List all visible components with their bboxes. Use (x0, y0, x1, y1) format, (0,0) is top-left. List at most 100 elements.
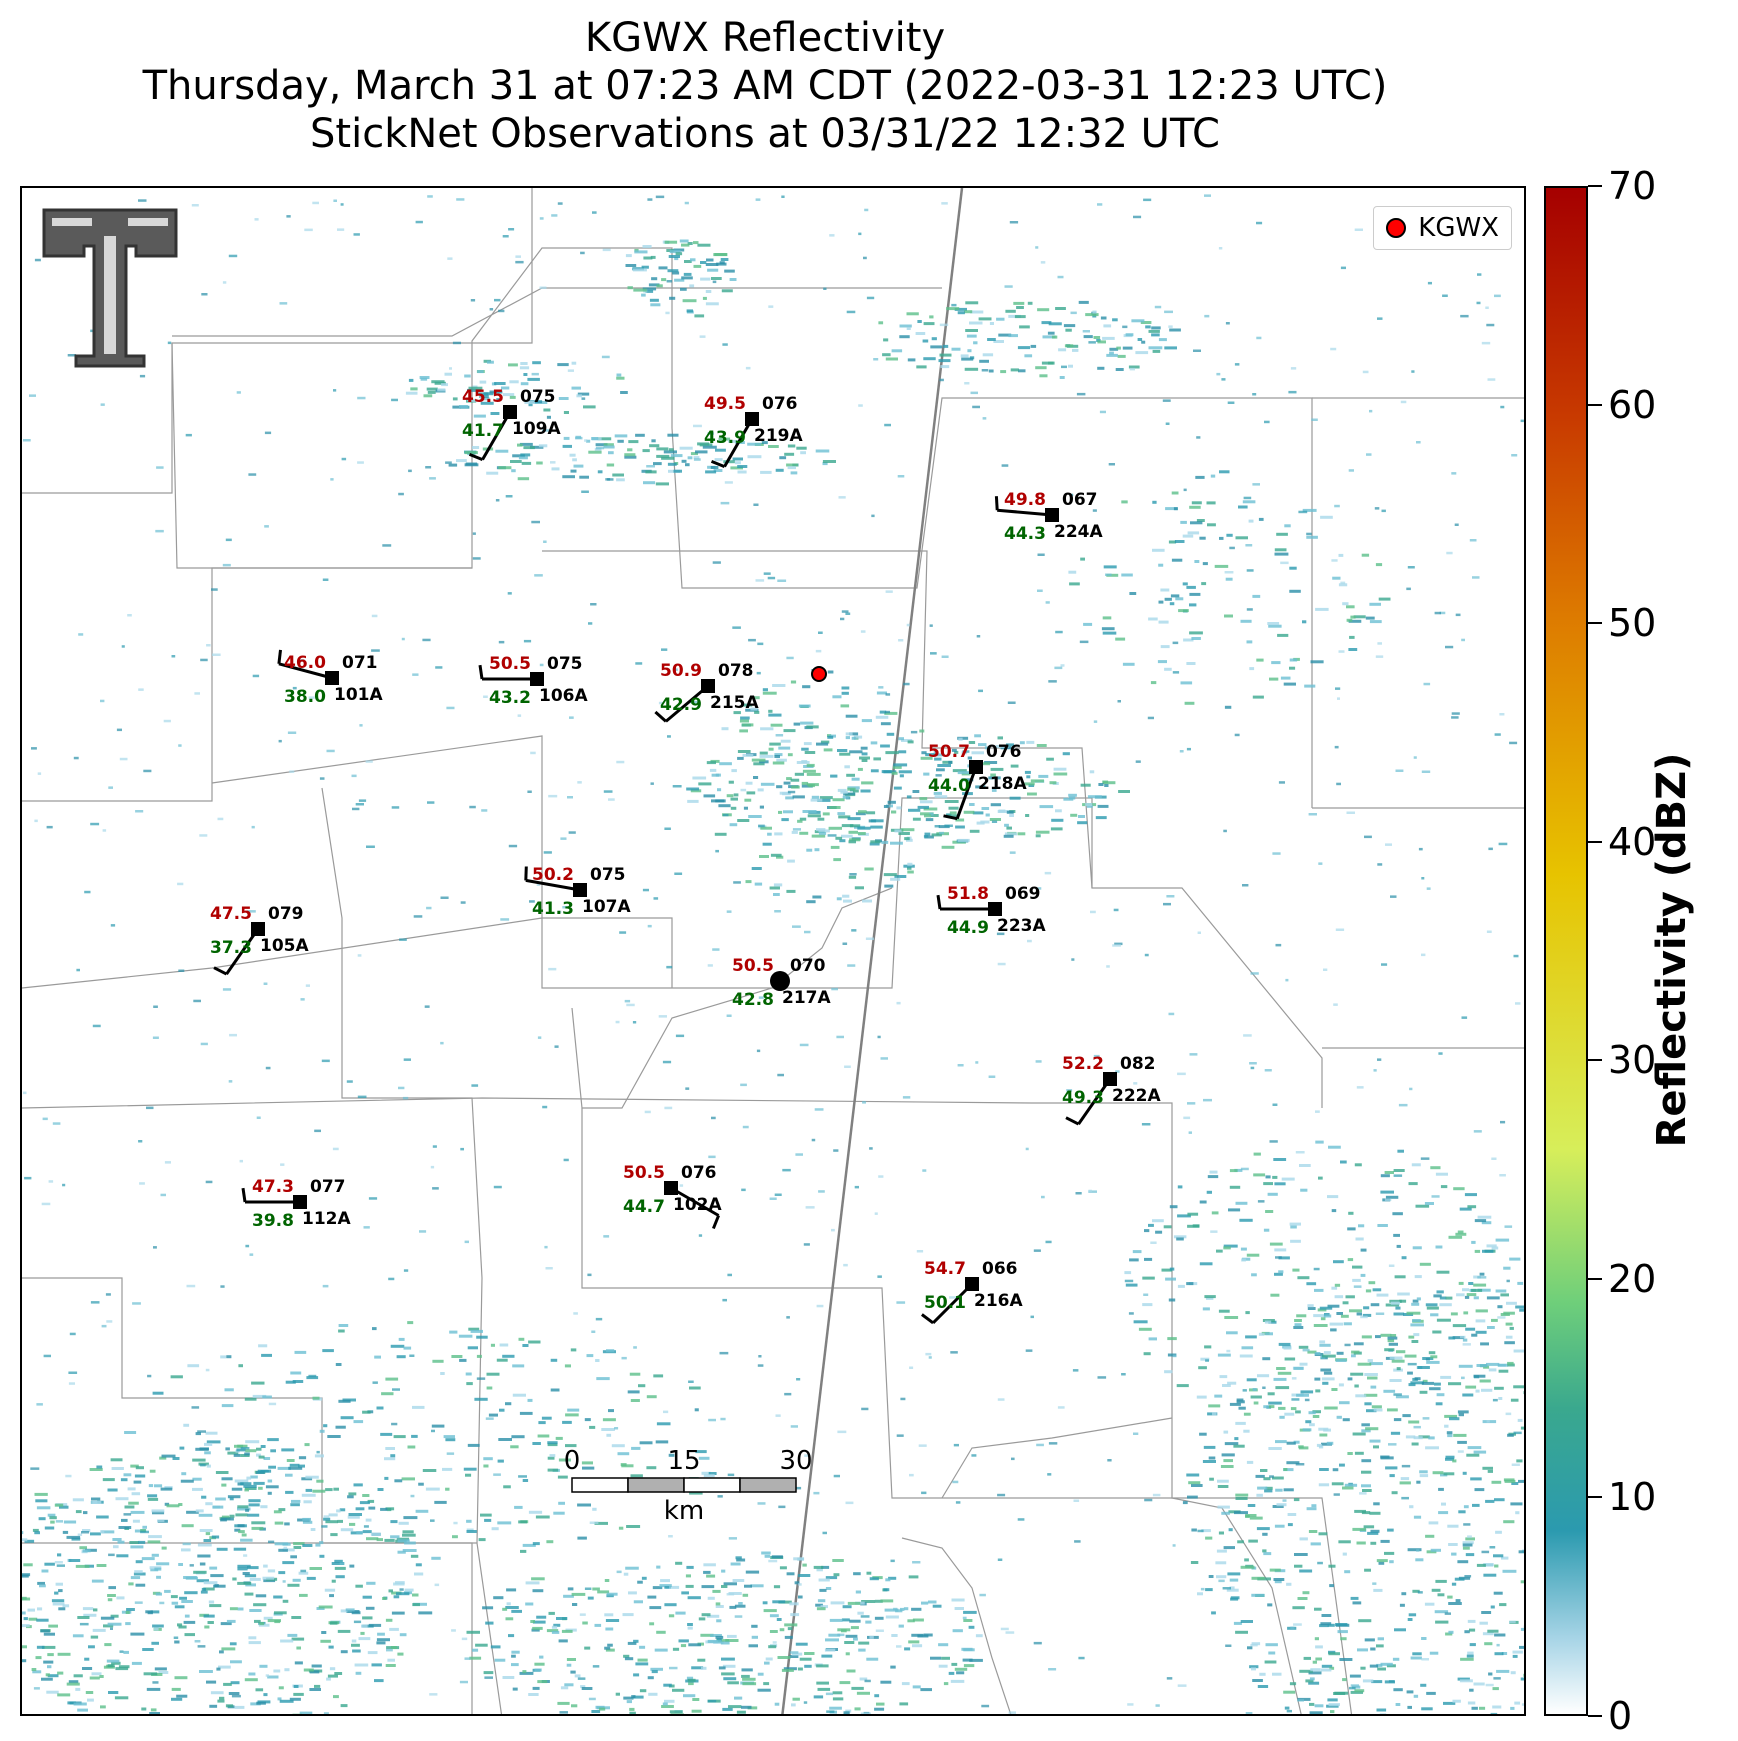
stations-layer: 45.5 075 41.7 109A 49.5 076 43.9 219A 49.8 067 44.… (210, 387, 1161, 1325)
wind-barb-icon (1077, 1078, 1112, 1125)
station-dir: 069 (1005, 884, 1041, 904)
station-dir: 075 (590, 865, 626, 885)
station-dew: 42.8 (732, 990, 774, 1010)
station-temp: 50.5 (623, 1163, 665, 1183)
station-temp: 50.2 (532, 865, 574, 885)
colorbar-tick (1588, 185, 1602, 187)
wind-barb-icon (723, 418, 754, 468)
colorbar-tick-label: 60 (1608, 382, 1657, 427)
wind-barb-icon (481, 411, 512, 461)
station-dir: 066 (982, 1259, 1018, 1279)
kgwx-radar-site[interactable] (811, 666, 827, 682)
station-dew: 44.9 (947, 918, 989, 938)
station-id: 217A (782, 988, 831, 1008)
station-id: 107A (582, 897, 631, 917)
station-temp: 50.5 (732, 956, 774, 976)
colorbar-tick (1588, 1277, 1602, 1280)
station-dew: 44.7 (623, 1197, 665, 1217)
station-marker-icon (664, 1181, 678, 1195)
wind-barb-flag-icon (943, 814, 958, 821)
station-216A[interactable]: 54.7 066 50.1 216A (921, 1259, 1024, 1325)
colorbar-tick-label: 0 (1608, 1694, 1633, 1738)
station-id: 222A (1112, 1086, 1161, 1106)
wind-barb-icon (670, 1186, 720, 1217)
station-temp: 49.8 (1004, 490, 1046, 510)
colorbar-label: Reflectivity (dBZ) (1649, 752, 1695, 1148)
station-dir: 071 (342, 653, 378, 673)
colorbar-tick (1588, 403, 1602, 406)
map-legend: KGWX (1373, 206, 1512, 250)
colorbar-tick (1588, 1496, 1602, 1499)
station-temp: 52.2 (1062, 1054, 1104, 1074)
colorbar-tick-label: 70 (1608, 164, 1657, 208)
scale-label-0: 0 (563, 1446, 581, 1476)
colorbar-tick (1588, 622, 1602, 625)
station-dew: 38.0 (284, 687, 326, 707)
station-109A[interactable]: 45.5 075 41.7 109A (462, 387, 561, 461)
wind-barb-flag-icon (468, 453, 484, 461)
station-106A[interactable]: 50.5 075 43.2 106A (478, 654, 588, 708)
wind-barb-icon (997, 508, 1053, 517)
wind-barb-flag-icon (524, 866, 528, 881)
station-217A[interactable]: 50.5 070 42.8 217A (732, 956, 831, 1010)
wind-barb-icon (525, 878, 581, 892)
station-105A[interactable]: 47.5 079 37.3 105A (210, 904, 309, 976)
wind-barb-icon (955, 766, 978, 820)
station-temp: 46.0 (284, 653, 326, 673)
station-temp: 47.5 (210, 904, 252, 924)
scale-bar (571, 1477, 797, 1493)
station-id: 216A (974, 1291, 1023, 1311)
station-id: 219A (754, 426, 803, 446)
station-dew: 41.7 (462, 421, 504, 441)
station-marker-icon (701, 679, 715, 693)
station-dew: 49.3 (1062, 1088, 1104, 1108)
station-temp: 50.7 (928, 742, 970, 762)
station-219A[interactable]: 49.5 076 43.9 219A (704, 394, 803, 468)
station-dew: 43.2 (489, 688, 531, 708)
station-112A[interactable]: 47.3 077 39.8 112A (241, 1177, 351, 1231)
radar-map[interactable]: 45.5 075 41.7 109A 49.5 076 43.9 219A 49.8 067 44.… (20, 186, 1526, 1716)
station-temp: 47.3 (252, 1177, 294, 1197)
colorbar-tick-label: 40 (1608, 819, 1657, 864)
station-id: 215A (710, 693, 759, 713)
station-102A[interactable]: 50.5 076 44.7 102A (623, 1163, 722, 1230)
station-temp: 50.9 (660, 661, 702, 681)
wind-barb-flag-icon (710, 460, 726, 468)
station-marker-icon (969, 760, 983, 774)
colorbar-tick-label: 50 (1608, 601, 1657, 646)
wind-barb-icon (664, 684, 709, 723)
station-dir: 079 (268, 904, 304, 924)
station-id: 101A (334, 685, 383, 705)
wind-barb-flag-icon (936, 894, 942, 910)
station-215A[interactable]: 50.9 078 42.9 215A (654, 661, 759, 723)
wind-barb-flag-icon (213, 966, 228, 976)
station-marker-icon (1103, 1072, 1117, 1086)
station-id: 218A (978, 774, 1027, 794)
wind-barb-icon (278, 662, 333, 680)
station-marker-icon (1045, 508, 1059, 522)
wind-barb-flag-icon (994, 496, 999, 511)
station-107A[interactable]: 50.2 075 41.3 107A (524, 865, 632, 919)
scale-label-30: 30 (779, 1446, 813, 1476)
wind-barb-flag-icon (241, 1187, 247, 1203)
station-dew: 41.3 (532, 899, 574, 919)
station-dew: 39.8 (252, 1211, 294, 1231)
station-temp: 51.8 (947, 884, 989, 904)
calm-wind-icon (770, 971, 790, 991)
station-dir: 067 (1062, 490, 1098, 510)
station-218A[interactable]: 50.7 076 44.0 218A (928, 742, 1027, 821)
station-dir: 076 (762, 394, 798, 414)
station-101A[interactable]: 46.0 071 38.0 101A (277, 649, 384, 707)
wind-barb-flag-icon (277, 649, 282, 664)
station-marker-icon (325, 671, 339, 685)
station-marker-icon (745, 412, 759, 426)
station-222A[interactable]: 52.2 082 49.3 222A (1062, 1054, 1161, 1126)
wind-barb-flag-icon (1065, 1116, 1080, 1126)
station-dir: 075 (547, 654, 583, 674)
station-dir: 076 (681, 1163, 717, 1183)
colorbar-tick-label: 10 (1608, 1475, 1657, 1520)
station-224A[interactable]: 49.8 067 44.3 224A (994, 490, 1103, 544)
station-223A[interactable]: 51.8 069 44.9 223A (936, 884, 1046, 938)
station-dir: 076 (986, 742, 1022, 762)
station-marker-icon (293, 1195, 307, 1209)
